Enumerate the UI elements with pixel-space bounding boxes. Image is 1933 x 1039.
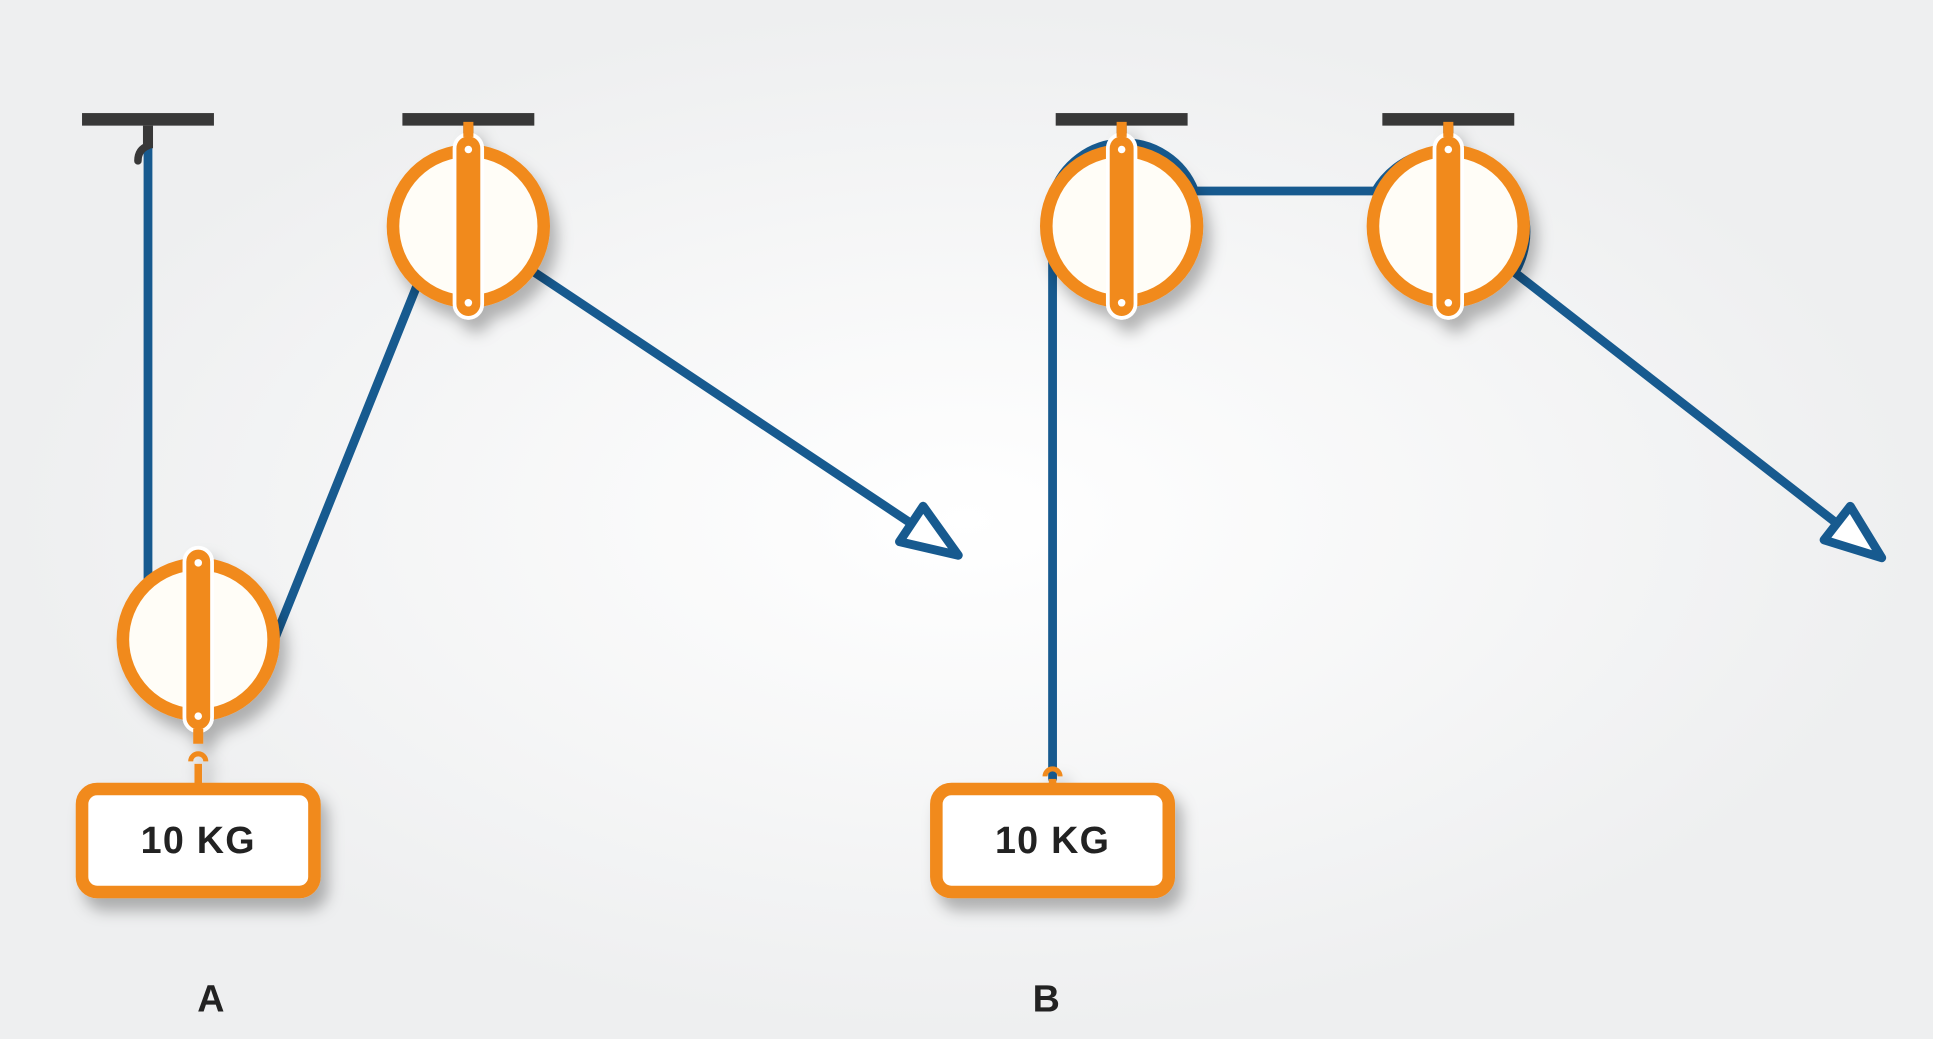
pulley-icon <box>1373 122 1524 318</box>
weight-box: 10 KG <box>82 754 314 892</box>
ceiling-anchor-bar <box>82 113 214 126</box>
pulley-icon <box>1046 122 1197 318</box>
force-arrowhead-icon <box>1824 506 1882 558</box>
force-arrowhead-icon <box>899 506 958 555</box>
pulley-icon <box>393 122 544 318</box>
pulley-icon <box>123 548 274 744</box>
panel-label-b: B <box>1033 977 1060 1019</box>
weight-label: 10 KG <box>995 819 1110 861</box>
weight-label: 10 KG <box>141 819 256 861</box>
panel-label-a: A <box>197 977 224 1019</box>
weight-box: 10 KG <box>936 769 1168 892</box>
